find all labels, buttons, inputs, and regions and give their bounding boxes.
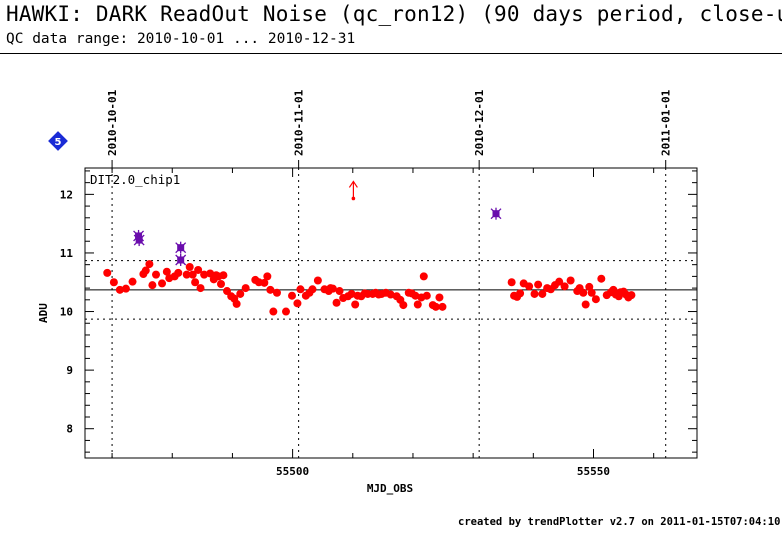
y-axis-label: ADU	[37, 303, 50, 323]
generator-credit: created by trendPlotter v2.7 on 2011-01-…	[458, 516, 781, 528]
y-tick-label: 10	[60, 306, 73, 319]
data-point	[148, 281, 157, 290]
data-point	[158, 279, 167, 288]
data-point	[530, 289, 539, 298]
data-point	[347, 289, 356, 298]
data-point	[191, 278, 200, 287]
plot-frame	[84, 167, 698, 459]
data-point	[121, 284, 130, 293]
header-divider	[0, 53, 782, 54]
grid-layer	[85, 168, 697, 458]
data-point	[162, 267, 171, 276]
y-tick-label: 9	[66, 364, 73, 377]
data-point	[296, 285, 305, 294]
data-point	[293, 299, 302, 308]
data-point	[525, 282, 534, 291]
date-tick-label: 2010-12-01	[473, 89, 486, 156]
data-point	[241, 284, 250, 293]
data-point	[555, 277, 564, 286]
data-point	[109, 278, 118, 287]
data-point	[560, 282, 569, 291]
data-point	[281, 307, 290, 316]
data-point	[351, 300, 360, 309]
data-point	[141, 266, 150, 275]
qc-data-range: QC data range: 2010-10-01 ... 2010-12-31	[6, 31, 356, 47]
outlier-point	[175, 241, 187, 254]
data-point	[431, 302, 440, 311]
data-point	[145, 260, 154, 269]
data-point	[232, 299, 241, 308]
data-point	[587, 288, 596, 297]
data-point	[200, 270, 209, 279]
data-point	[627, 291, 636, 300]
data-point	[411, 291, 420, 300]
data-point	[591, 295, 600, 304]
data-point	[399, 301, 408, 310]
data-point	[185, 263, 194, 272]
data-point	[419, 272, 428, 281]
data-point	[217, 280, 225, 288]
data-point	[263, 272, 272, 281]
data-point	[308, 285, 317, 294]
outlier-point	[175, 253, 187, 266]
data-point	[152, 270, 161, 279]
data-point	[174, 268, 183, 277]
data-point	[313, 276, 322, 285]
data-point	[516, 289, 525, 298]
data-point	[219, 271, 228, 280]
data-point	[328, 284, 337, 293]
data-point	[597, 274, 606, 283]
data-point	[435, 293, 444, 302]
data-point	[534, 280, 543, 289]
data-point	[507, 278, 516, 287]
data-point	[115, 285, 124, 294]
data-point	[272, 288, 281, 297]
data-point	[196, 284, 205, 293]
data-point	[260, 278, 269, 287]
data-point	[335, 287, 344, 296]
badge-label: 5	[55, 137, 62, 148]
data-point	[236, 289, 245, 298]
data-point	[413, 300, 422, 309]
data-point	[538, 289, 547, 298]
data-point	[128, 277, 137, 286]
out-of-range-arrow	[348, 180, 358, 201]
x-tick-label: 55550	[577, 465, 610, 478]
data-point	[194, 265, 203, 274]
x-tick-label: 55500	[276, 465, 309, 478]
data-point	[288, 291, 297, 300]
y-tick-label: 8	[66, 423, 73, 436]
data-point	[438, 302, 447, 311]
date-tick-label: 2010-10-01	[106, 89, 119, 156]
data-point	[103, 268, 112, 277]
data-point	[206, 269, 215, 278]
date-tick-label: 2010-11-01	[293, 89, 306, 156]
data-point	[188, 270, 197, 279]
data-point	[266, 285, 275, 294]
date-tick-label: 2011-01-01	[660, 89, 673, 156]
arrow-head	[348, 180, 358, 188]
period-badge[interactable]: 5	[48, 131, 68, 151]
panel-label: DIT2.0_chip1	[90, 172, 180, 187]
data-point	[269, 307, 278, 316]
data-point	[581, 300, 590, 309]
data-point	[332, 298, 341, 307]
data-point	[386, 290, 395, 299]
axes-layer: 2010-10-01 2010-11-01 2010-12-01 2011-01-01…	[60, 89, 697, 478]
data-point	[182, 270, 191, 279]
page-title: HAWKI: DARK ReadOut Noise (qc_ron12) (90…	[6, 2, 782, 26]
data-point	[579, 288, 588, 297]
y-tick-label: 11	[60, 247, 74, 260]
y-tick-label: 12	[60, 188, 73, 201]
arrow-base	[351, 196, 356, 201]
marks-layer	[103, 180, 636, 316]
data-point	[422, 291, 431, 300]
outlier-point	[490, 207, 502, 220]
data-point	[566, 276, 575, 285]
x-axis-label: MJD_OBS	[367, 482, 413, 495]
outlier-point	[133, 234, 145, 247]
